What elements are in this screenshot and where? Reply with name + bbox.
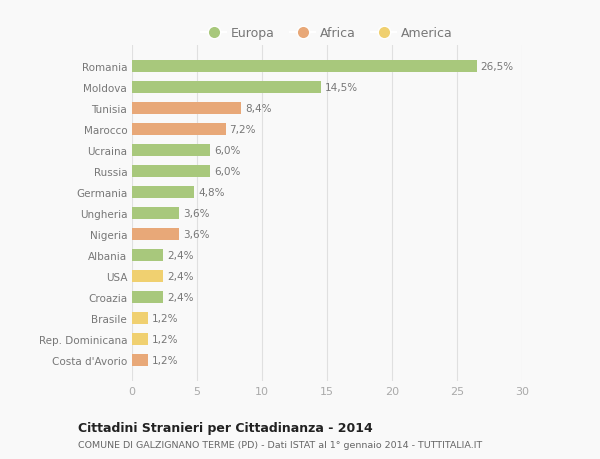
Bar (132, 354, 148, 366)
Text: 1,2%: 1,2% (151, 334, 178, 344)
Text: 1,2%: 1,2% (151, 355, 178, 365)
Text: Cittadini Stranieri per Cittadinanza - 2014: Cittadini Stranieri per Cittadinanza - 2… (78, 421, 373, 434)
Text: 8,4%: 8,4% (245, 104, 272, 114)
Text: 4,8%: 4,8% (198, 188, 225, 197)
Text: 2,4%: 2,4% (167, 271, 194, 281)
Text: 3,6%: 3,6% (182, 208, 209, 218)
Text: 7,2%: 7,2% (229, 125, 256, 134)
Bar (132, 313, 148, 324)
Bar (132, 207, 179, 219)
Text: 3,6%: 3,6% (182, 230, 209, 239)
Legend: Europa, Africa, America: Europa, Africa, America (196, 22, 458, 45)
Bar (132, 187, 194, 198)
Text: 14,5%: 14,5% (325, 83, 358, 93)
Bar (132, 61, 476, 73)
Bar (132, 82, 320, 94)
Bar (132, 333, 148, 345)
Text: 6,0%: 6,0% (214, 146, 240, 156)
Text: 1,2%: 1,2% (151, 313, 178, 323)
Bar (132, 124, 226, 135)
Text: COMUNE DI GALZIGNANO TERME (PD) - Dati ISTAT al 1° gennaio 2014 - TUTTITALIA.IT: COMUNE DI GALZIGNANO TERME (PD) - Dati I… (78, 440, 482, 449)
Text: 26,5%: 26,5% (481, 62, 514, 72)
Bar (132, 145, 210, 157)
Bar (132, 270, 163, 282)
Bar (132, 291, 163, 303)
Bar (132, 229, 179, 240)
Text: 2,4%: 2,4% (167, 292, 194, 302)
Text: 2,4%: 2,4% (167, 250, 194, 260)
Text: 6,0%: 6,0% (214, 167, 240, 177)
Bar (132, 103, 241, 114)
Bar (132, 250, 163, 261)
Bar (132, 166, 210, 177)
